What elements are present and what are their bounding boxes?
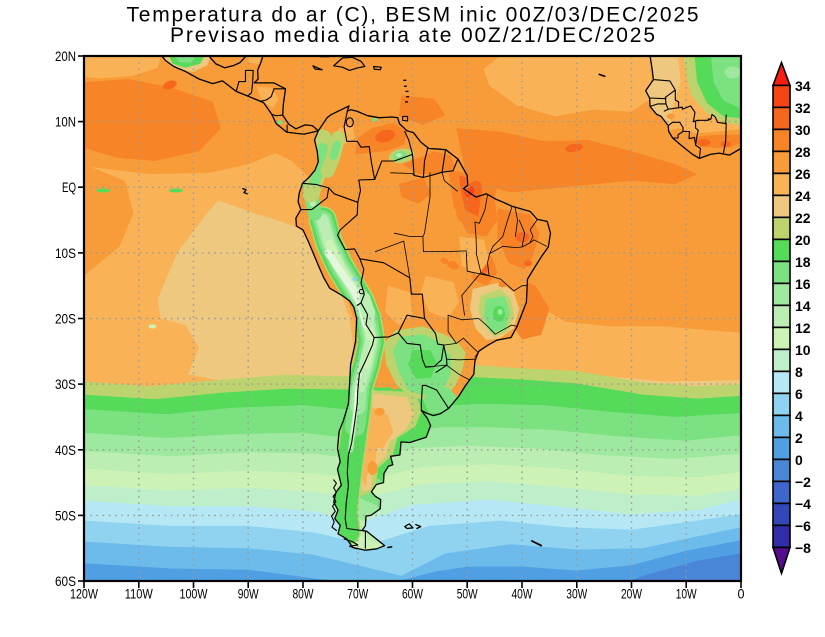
svg-text:−6: −6 <box>795 518 811 534</box>
svg-text:−2: −2 <box>795 474 811 490</box>
svg-text:18: 18 <box>795 254 811 270</box>
svg-text:26: 26 <box>795 166 811 182</box>
svg-text:0: 0 <box>738 586 745 602</box>
svg-text:EQ: EQ <box>62 179 76 195</box>
svg-text:Previsao media diaria ate 00Z/: Previsao media diaria ate 00Z/21/DEC/202… <box>170 24 655 47</box>
svg-text:4: 4 <box>795 408 803 424</box>
svg-text:10N: 10N <box>55 114 76 130</box>
svg-text:−4: −4 <box>795 496 811 512</box>
svg-text:0: 0 <box>795 452 803 468</box>
svg-text:30S: 30S <box>55 376 76 392</box>
svg-text:32: 32 <box>795 100 811 116</box>
svg-text:2: 2 <box>795 430 803 446</box>
svg-text:34: 34 <box>795 78 811 94</box>
svg-text:Temperatura do ar (C), BESM in: Temperatura do ar (C), BESM inic 00Z/03/… <box>127 4 699 27</box>
svg-text:6: 6 <box>795 386 803 402</box>
svg-text:110W: 110W <box>125 586 154 602</box>
svg-text:22: 22 <box>795 210 811 226</box>
svg-text:40W: 40W <box>512 586 534 602</box>
svg-text:80W: 80W <box>293 586 315 602</box>
svg-text:50S: 50S <box>55 507 76 523</box>
svg-text:70W: 70W <box>347 586 369 602</box>
svg-text:10: 10 <box>795 342 811 358</box>
svg-text:60S: 60S <box>55 573 76 589</box>
svg-text:60W: 60W <box>402 586 424 602</box>
svg-text:30W: 30W <box>566 586 588 602</box>
svg-text:100W: 100W <box>180 586 209 602</box>
svg-text:10W: 10W <box>676 586 698 602</box>
svg-text:30: 30 <box>795 122 811 138</box>
svg-text:24: 24 <box>795 188 811 204</box>
svg-text:20: 20 <box>795 232 811 248</box>
svg-text:40S: 40S <box>55 442 76 458</box>
svg-text:10S: 10S <box>55 245 76 261</box>
svg-text:50W: 50W <box>457 586 479 602</box>
svg-text:12: 12 <box>795 320 811 336</box>
svg-text:16: 16 <box>795 276 811 292</box>
svg-text:20W: 20W <box>621 586 643 602</box>
svg-text:20S: 20S <box>55 311 76 327</box>
svg-text:14: 14 <box>795 298 811 314</box>
svg-text:90W: 90W <box>238 586 260 602</box>
svg-text:20N: 20N <box>55 48 76 64</box>
svg-text:−8: −8 <box>795 540 811 556</box>
svg-text:28: 28 <box>795 144 811 160</box>
svg-text:8: 8 <box>795 364 803 380</box>
svg-text:120W: 120W <box>70 586 99 602</box>
